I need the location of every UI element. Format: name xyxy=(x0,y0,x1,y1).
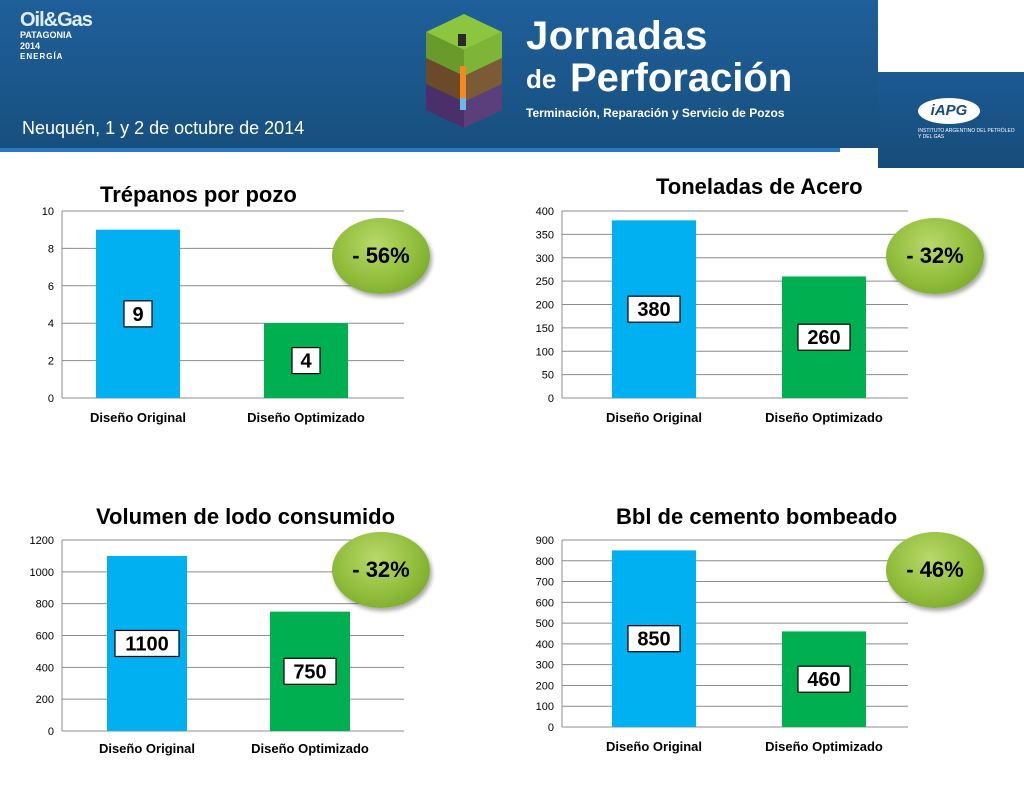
jornadas-cube-icon xyxy=(426,14,502,128)
chart-cemento-bombeado: Bbl de cemento bombeado 0 100 200 300 400 500… xyxy=(520,500,1020,800)
y-tick-label: 700 xyxy=(536,577,554,589)
iapg-institute-name: INSTITUTO ARGENTINO DEL PETRÓLEO Y DEL G… xyxy=(918,128,1015,140)
chart-title: Toneladas de Acero xyxy=(656,174,863,199)
x-category-label: Diseño Original xyxy=(90,410,186,425)
data-label-box xyxy=(627,295,681,323)
chart-plot: 0 2 4 6 8 10 9 Diseño Original 4 Diseño Optimizad… xyxy=(42,206,404,425)
data-label-box xyxy=(797,323,851,351)
chart-plot: 0 50 100 150 200 250 300 350 400 380 Diseño Origin… xyxy=(536,206,908,425)
y-tick-label: 600 xyxy=(36,631,54,643)
y-tick-label: 4 xyxy=(48,318,54,330)
chart-title: Bbl de cemento bombeado xyxy=(616,504,898,529)
data-label-box xyxy=(797,665,851,693)
event-title-de: de xyxy=(526,64,557,94)
data-label-box xyxy=(291,347,321,375)
y-tick-label: 50 xyxy=(542,370,554,382)
data-label: 4 xyxy=(300,351,312,373)
y-tick-label: 150 xyxy=(536,323,554,335)
data-label: 9 xyxy=(132,304,143,326)
y-tick-label: 100 xyxy=(536,701,554,713)
event-location-date: Neuquén, 1 y 2 de octubre de 2014 xyxy=(22,118,305,138)
chart-trepanos: Trépanos por pozo 0 2 4 6 8 10 9 Diseño Origina… xyxy=(20,180,520,480)
chart-plot: 0 100 200 300 400 500 600 700 800 900 850 Diseño Or… xyxy=(536,535,908,754)
iapg-logo: iAPG xyxy=(918,98,980,124)
data-label: 260 xyxy=(807,327,840,349)
chart-title: Volumen de lodo consumido xyxy=(96,504,396,529)
y-tick-label: 0 xyxy=(548,722,554,734)
oilgas-logo-line3: ENERGÍA xyxy=(20,52,64,61)
reduction-badge: - 46% xyxy=(886,532,984,608)
event-title-line2: Perforación xyxy=(570,56,793,100)
header-banner: Oil&Gas PATAGONIA 2014 ENERGÍA Jornadas … xyxy=(0,0,1024,168)
y-tick-label: 8 xyxy=(48,243,54,255)
x-category-label: Diseño Original xyxy=(99,741,195,756)
oilgas-logo: Oil&Gas PATAGONIA 2014 ENERGÍA xyxy=(20,9,93,61)
y-tick-label: 0 xyxy=(48,726,54,738)
y-tick-label: 300 xyxy=(536,660,554,672)
y-tick-label: 900 xyxy=(536,535,554,547)
chart-volumen-lodo: Volumen de lodo consumido 0 200 400 600 800 1… xyxy=(20,500,520,800)
x-category-label: Diseño Optimizado xyxy=(247,410,365,425)
data-label: 850 xyxy=(637,629,670,651)
x-category-label: Diseño Optimizado xyxy=(251,741,369,756)
y-tick-label: 200 xyxy=(536,300,554,312)
y-tick-label: 800 xyxy=(36,599,54,611)
y-tick-label: 250 xyxy=(536,276,554,288)
reduction-badge: - 32% xyxy=(332,532,430,608)
y-tick-label: 400 xyxy=(36,662,54,674)
chart-toneladas-acero: Toneladas de Acero 0 50 100 150 200 250 300 350… xyxy=(520,168,1020,468)
y-tick-label: 600 xyxy=(536,597,554,609)
banner-stripe xyxy=(0,148,840,152)
y-tick-label: 2 xyxy=(48,356,54,368)
y-tick-label: 350 xyxy=(536,229,554,241)
y-tick-label: 6 xyxy=(48,281,54,293)
y-tick-label: 800 xyxy=(536,556,554,568)
data-label: 1100 xyxy=(125,633,168,655)
y-tick-label: 400 xyxy=(536,206,554,218)
data-label-box xyxy=(123,300,153,328)
y-tick-label: 10 xyxy=(42,206,54,218)
y-tick-label: 200 xyxy=(536,680,554,692)
x-category-label: Diseño Optimizado xyxy=(765,739,883,754)
y-tick-label: 0 xyxy=(548,393,554,405)
data-label: 380 xyxy=(637,299,670,321)
y-tick-label: 300 xyxy=(536,253,554,265)
x-category-label: Diseño Optimizado xyxy=(765,410,883,425)
data-label-box xyxy=(114,629,180,658)
data-label: 460 xyxy=(807,669,840,691)
y-tick-label: 0 xyxy=(48,393,54,405)
x-category-label: Diseño Original xyxy=(606,410,702,425)
data-label-box xyxy=(627,625,681,653)
data-label-box xyxy=(283,657,337,685)
oilgas-logo-line2: PATAGONIA 2014 xyxy=(20,30,72,51)
y-tick-label: 100 xyxy=(536,346,554,358)
chart-plot: 0 200 400 600 800 1000 1200 1100 Diseño Original… xyxy=(30,535,404,756)
reduction-badge: - 32% xyxy=(886,218,984,294)
oilgas-logo-line1: Oil&Gas xyxy=(20,9,93,31)
event-subtitle: Terminación, Reparación y Servicio de Po… xyxy=(526,106,785,120)
y-tick-label: 400 xyxy=(536,639,554,651)
y-tick-label: 200 xyxy=(36,694,54,706)
y-tick-label: 1200 xyxy=(30,535,54,547)
y-tick-label: 1000 xyxy=(30,567,54,579)
x-category-label: Diseño Original xyxy=(606,739,702,754)
y-tick-label: 500 xyxy=(536,618,554,630)
data-label: 750 xyxy=(293,661,326,683)
reduction-badge: - 56% xyxy=(332,218,430,294)
event-title-line1: Jornadas xyxy=(526,14,708,58)
chart-title: Trépanos por pozo xyxy=(100,182,297,207)
